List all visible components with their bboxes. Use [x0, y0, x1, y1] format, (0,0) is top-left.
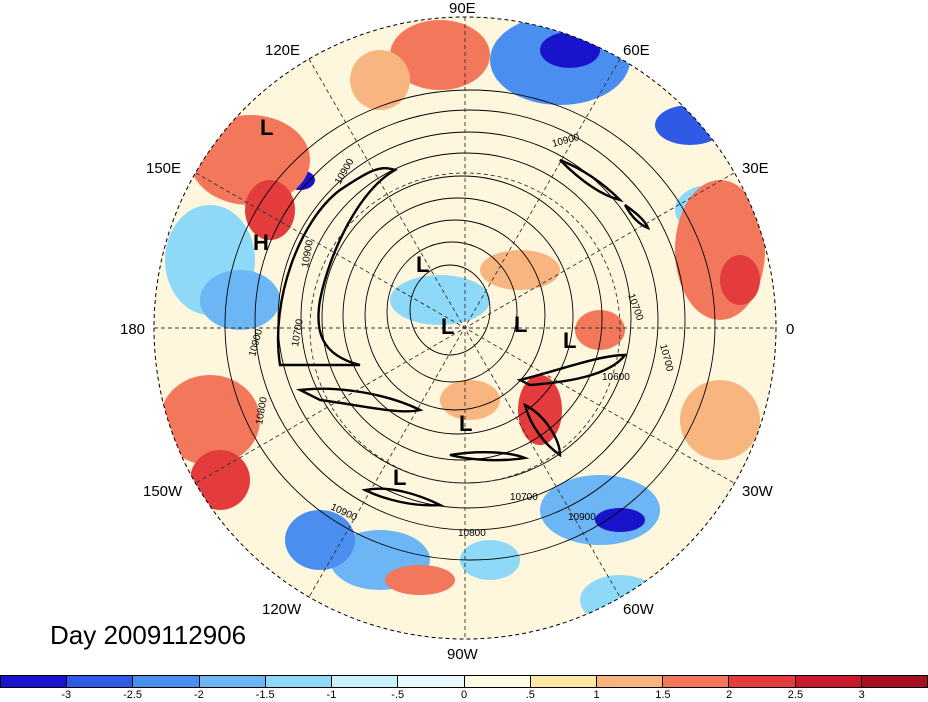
colorbar-tick-label: 1	[593, 689, 600, 701]
lon-label: 120W	[262, 601, 302, 618]
colorbar-tick-label: 1.5	[655, 689, 671, 701]
longitude-labels: 90E 60E 30E 0 30W 60W 90W 120W 150W 180 …	[120, 0, 794, 663]
colorbar-swatch	[530, 676, 597, 687]
lon-label: 120E	[265, 42, 300, 59]
jet-contours	[276, 158, 651, 507]
colorbar-tick-label: -2	[193, 689, 204, 701]
lon-label: 90E	[449, 0, 476, 17]
contour-label: 10700	[290, 318, 306, 348]
lon-label: 0	[786, 321, 794, 338]
lon-label: 180	[120, 321, 145, 338]
map-boundary	[153, 16, 777, 640]
colorbar-tick-label: 0	[460, 689, 468, 701]
lon-label: 90W	[447, 646, 479, 663]
colorbar-tick-label: -2.5	[123, 689, 143, 701]
low-center-marker: L	[393, 465, 406, 490]
colorbar-tick-label: 3	[858, 689, 865, 701]
colorbar	[0, 675, 928, 688]
colorbar-swatch	[464, 676, 531, 687]
contour-label: 10900	[300, 239, 316, 269]
colorbar-swatch	[729, 676, 796, 687]
lon-label: 150E	[146, 160, 181, 177]
colorbar-tick-label: -.5	[391, 689, 405, 701]
map-title: Day 2009112906	[50, 620, 247, 650]
low-center-marker: L	[441, 314, 454, 339]
colorbar-swatch	[199, 676, 266, 687]
colorbar-ticks: -3 -2.5 -2 -1.5 -1 -.5 0 .5 1 1.5 2 2.5 3	[0, 689, 928, 702]
colorbar-swatch	[133, 676, 200, 687]
lon-label: 60E	[623, 42, 650, 59]
lon-label: 60W	[623, 601, 655, 618]
low-center-marker: L	[459, 411, 472, 436]
height-contours	[224, 89, 716, 561]
low-center-marker: L	[563, 328, 576, 353]
colorbar-swatch	[67, 676, 134, 687]
high-center-marker: H	[253, 230, 269, 255]
colorbar-tick-label: -3	[61, 689, 72, 701]
colorbar-swatch	[795, 676, 862, 687]
low-center-marker: L	[514, 312, 527, 337]
colorbar-tick-label: -1.5	[255, 689, 275, 701]
lon-label: 30E	[742, 160, 769, 177]
contour-label: 10800	[458, 528, 486, 539]
colorbar-tick-label: .5	[525, 689, 535, 701]
colorbar-swatch	[398, 676, 465, 687]
colorbar-swatch	[1, 676, 68, 687]
graticule	[154, 17, 776, 639]
contour-label: 10700	[510, 492, 538, 503]
colorbar-swatch	[265, 676, 333, 687]
contour-label: 10900	[568, 512, 596, 523]
lon-label: 30W	[742, 483, 774, 500]
colorbar-swatch	[332, 676, 399, 687]
colorbar-swatch	[663, 676, 730, 687]
pressure-centers: L H L L L L L L	[253, 115, 576, 490]
colorbar-tick-label: 2.5	[787, 689, 804, 701]
contour-label: 10600	[602, 372, 630, 383]
colorbar-swatch	[596, 676, 664, 687]
lon-label: 150W	[143, 483, 183, 500]
contour-label: 10800	[254, 396, 270, 426]
colorbar-swatch	[861, 676, 928, 687]
colorbar-tick-label: 2	[726, 689, 733, 701]
colorbar-tick-label: -1	[326, 689, 337, 701]
low-center-marker: L	[260, 115, 273, 140]
low-center-marker: L	[416, 252, 429, 277]
